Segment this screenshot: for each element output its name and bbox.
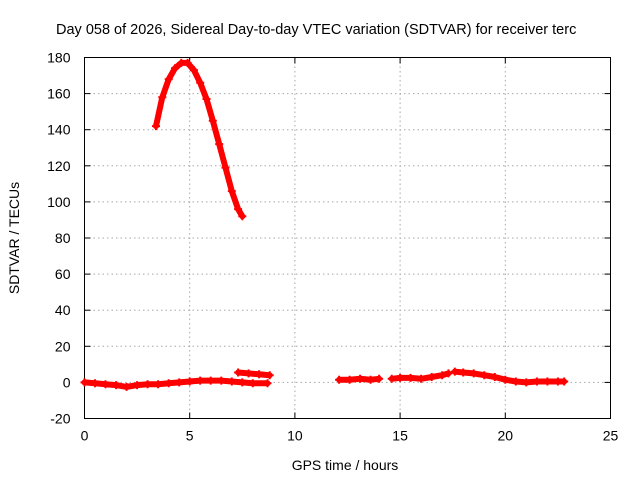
axis-ticks: 0 5 10 15 20 25 -20 0 20 40 60 80 100 120 140 160 180 xyxy=(47,50,618,444)
y-axis-label: SDTVAR / TECUs xyxy=(6,182,22,294)
x-tick-label: 15 xyxy=(392,428,408,444)
data-point-marker xyxy=(183,58,192,67)
data-point-marker xyxy=(356,374,365,383)
data-point-marker xyxy=(234,205,243,214)
data-point-marker xyxy=(101,380,110,389)
data-point-marker xyxy=(238,378,247,387)
data-point-marker xyxy=(206,376,215,385)
data-point-marker xyxy=(158,93,167,102)
data-point-marker xyxy=(143,380,152,389)
data-point-marker xyxy=(122,382,131,391)
data-point-marker xyxy=(154,380,163,389)
data-point-marker xyxy=(560,377,569,386)
data-point-marker xyxy=(196,376,205,385)
y-tick-label: 100 xyxy=(47,194,71,210)
data-point-marker xyxy=(522,378,531,387)
data-point-marker xyxy=(185,377,194,386)
data-point-marker xyxy=(387,374,396,383)
y-tick-label: -20 xyxy=(50,411,70,427)
data-series xyxy=(80,58,569,391)
y-tick-label: 160 xyxy=(47,86,71,102)
data-point-marker xyxy=(91,379,99,388)
data-point-marker xyxy=(469,369,478,378)
x-tick-label: 25 xyxy=(603,428,619,444)
data-point-marker xyxy=(234,368,243,377)
data-point-marker xyxy=(438,371,447,380)
data-point-marker xyxy=(221,163,230,172)
x-tick-label: 0 xyxy=(81,428,89,444)
y-tick-label: 140 xyxy=(47,122,71,138)
data-point-marker xyxy=(238,212,247,221)
data-point-marker xyxy=(459,368,468,377)
data-point-marker xyxy=(511,377,520,386)
grid-lines xyxy=(84,57,611,419)
data-point-marker xyxy=(196,78,205,87)
data-point-marker xyxy=(480,371,489,380)
data-point-marker xyxy=(532,377,541,386)
data-point-marker xyxy=(265,371,274,380)
data-point-marker xyxy=(189,66,198,75)
data-point-marker xyxy=(417,374,426,383)
data-point-marker xyxy=(255,370,264,379)
series-2-line xyxy=(235,369,273,379)
data-point-marker xyxy=(164,75,173,84)
y-tick-label: 80 xyxy=(55,230,71,246)
data-point-marker xyxy=(80,378,89,387)
data-point-marker xyxy=(133,381,142,390)
data-point-marker xyxy=(171,64,179,73)
data-point-marker xyxy=(227,187,236,196)
data-point-marker xyxy=(112,381,121,390)
data-point-marker xyxy=(366,375,375,384)
data-point-marker xyxy=(215,140,224,149)
data-point-marker xyxy=(244,369,253,378)
data-point-marker xyxy=(396,373,405,382)
data-point-marker xyxy=(450,367,459,376)
data-point-marker xyxy=(501,375,510,384)
x-tick-label: 5 xyxy=(186,428,194,444)
x-tick-label: 10 xyxy=(287,428,303,444)
data-point-marker xyxy=(375,374,384,383)
data-point-marker xyxy=(406,373,415,382)
y-tick-label: 120 xyxy=(47,158,71,174)
series-0-line xyxy=(153,59,246,220)
y-tick-label: 60 xyxy=(55,266,71,282)
x-axis-label: GPS time / hours xyxy=(292,457,399,473)
data-point-marker xyxy=(345,375,354,384)
data-point-marker xyxy=(202,95,211,103)
data-point-marker xyxy=(208,116,217,125)
y-tick-label: 20 xyxy=(55,338,71,354)
data-point-marker xyxy=(164,379,173,388)
data-point-marker xyxy=(335,375,344,384)
plot-frame xyxy=(84,57,611,419)
data-point-marker xyxy=(175,378,184,387)
data-point-marker xyxy=(490,373,499,381)
data-point-marker xyxy=(152,122,160,131)
y-tick-label: 0 xyxy=(63,374,71,390)
data-point-marker xyxy=(427,373,436,381)
y-tick-label: 40 xyxy=(55,302,71,318)
chart-title: Day 058 of 2026, Sidereal Day-to-day VTE… xyxy=(56,22,576,38)
data-point-marker xyxy=(227,377,236,386)
data-point-marker xyxy=(543,377,552,386)
data-point-marker xyxy=(444,369,453,378)
y-tick-label: 180 xyxy=(47,50,71,66)
x-tick-label: 20 xyxy=(498,428,514,444)
data-point-marker xyxy=(263,379,272,388)
data-point-marker xyxy=(248,379,257,388)
data-point-marker xyxy=(217,376,226,385)
